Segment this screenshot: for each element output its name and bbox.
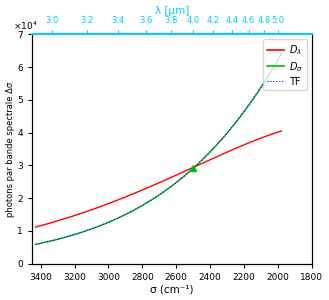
Text: $\times10^4$: $\times10^4$ (13, 20, 37, 32)
Legend: $D_\lambda$, $D_\sigma$, TF: $D_\lambda$, $D_\sigma$, TF (263, 39, 307, 90)
Y-axis label: photons par bande spectrale Δσ: photons par bande spectrale Δσ (6, 81, 14, 217)
X-axis label: λ [µm]: λ [µm] (155, 6, 189, 16)
X-axis label: σ (cm⁻¹): σ (cm⁻¹) (150, 284, 194, 294)
